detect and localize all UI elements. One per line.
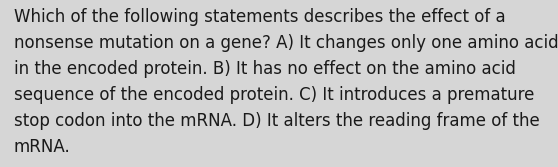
Text: in the encoded protein. B) It has no effect on the amino acid: in the encoded protein. B) It has no eff… xyxy=(14,60,516,78)
Text: Which of the following statements describes the effect of a: Which of the following statements descri… xyxy=(14,8,506,26)
Text: nonsense mutation on a gene? A) It changes only one amino acid: nonsense mutation on a gene? A) It chang… xyxy=(14,34,558,52)
Text: mRNA.: mRNA. xyxy=(14,138,71,156)
Text: sequence of the encoded protein. C) It introduces a premature: sequence of the encoded protein. C) It i… xyxy=(14,86,535,104)
Text: stop codon into the mRNA. D) It alters the reading frame of the: stop codon into the mRNA. D) It alters t… xyxy=(14,112,540,130)
